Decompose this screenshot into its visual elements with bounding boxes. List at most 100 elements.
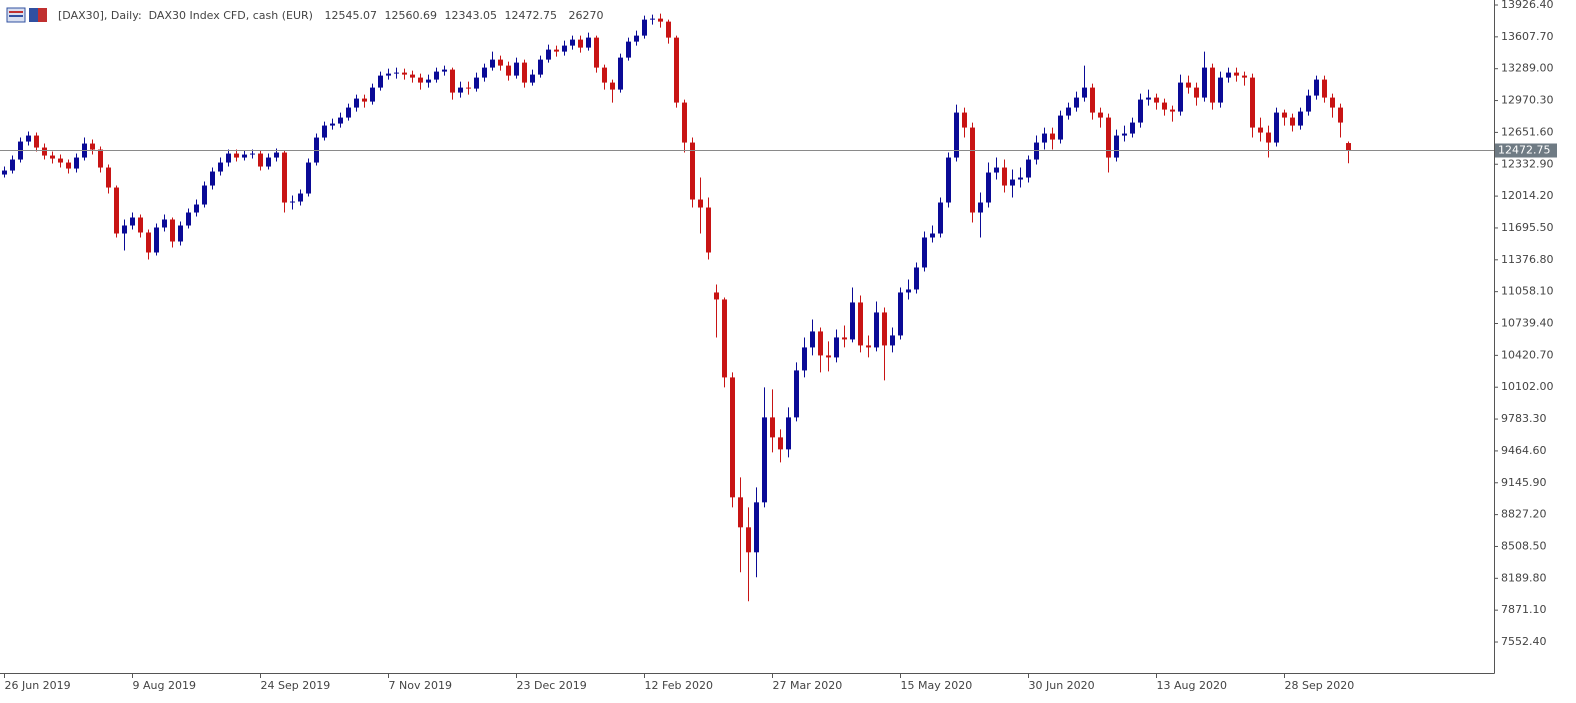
x-tick-label: 23 Dec 2019 (517, 679, 587, 692)
candle-body (890, 335, 895, 346)
candle-body (498, 59, 503, 66)
candle-body (170, 219, 175, 242)
candle-body (834, 337, 839, 358)
volume-value: 26270 (568, 9, 603, 22)
chart-header: [DAX30], Daily: DAX30 Index CFD, cash (E… (58, 9, 603, 22)
candle-body (98, 149, 103, 168)
candle-body (570, 39, 575, 46)
candle-body (346, 107, 351, 118)
candle-body (1042, 133, 1047, 143)
candle-body (58, 158, 63, 163)
candle-body (282, 152, 287, 203)
candle-body (1162, 102, 1167, 110)
candle-body (858, 302, 863, 346)
candle-body (490, 59, 495, 68)
candle-body (642, 19, 647, 36)
candle-body (802, 347, 807, 371)
y-tick-label: 12970.30 (1501, 94, 1554, 107)
candle-body (186, 212, 191, 226)
candle-body (1178, 82, 1183, 112)
candle-body (50, 155, 55, 159)
candle-body (1186, 82, 1191, 88)
candle-body (258, 153, 263, 167)
candle-body (1194, 87, 1199, 98)
candle-body (730, 377, 735, 498)
candle-body (1026, 159, 1031, 178)
candle-body (946, 157, 951, 203)
candle-body (602, 67, 607, 83)
y-tick-label: 11376.80 (1501, 253, 1554, 266)
x-tick-label: 7 Nov 2019 (389, 679, 452, 692)
candle-body (114, 187, 119, 234)
candle-body (1114, 135, 1119, 158)
candle-body (162, 219, 167, 228)
candle-body (1066, 107, 1071, 116)
candle-body (722, 299, 727, 378)
candle-body (266, 157, 271, 167)
candle-body (562, 45, 567, 52)
low-value: 12343.05 (444, 9, 497, 22)
candle-body (962, 112, 967, 128)
candle-body (138, 217, 143, 233)
candle-body (530, 74, 535, 83)
candle-body (1282, 112, 1287, 118)
candle-body (922, 237, 927, 268)
y-tick-label: 8508.50 (1501, 539, 1547, 552)
candle-body (226, 153, 231, 163)
candle-body (354, 98, 359, 108)
y-tick-label: 9783.30 (1501, 412, 1547, 425)
candle-body (1202, 67, 1207, 98)
candle-body (450, 69, 455, 93)
candle-body (690, 142, 695, 200)
candle-body (370, 87, 375, 102)
candle-body (1234, 72, 1239, 76)
candle-body (1082, 87, 1087, 98)
candle-body (754, 502, 759, 553)
candle-body (1170, 109, 1175, 112)
candle-body (1138, 99, 1143, 123)
price-label-box (1495, 143, 1557, 158)
y-tick-label: 8189.80 (1501, 571, 1547, 584)
x-tick-label: 12 Feb 2020 (645, 679, 713, 692)
candle-body (1266, 132, 1271, 143)
candle-body (738, 497, 743, 528)
candle-body (514, 62, 519, 76)
candle-body (154, 227, 159, 253)
candle-body (106, 167, 111, 188)
candles (2, 13, 1351, 602)
candle-body (1130, 122, 1135, 134)
x-tick-label: 9 Aug 2019 (133, 679, 196, 692)
candle-body (1106, 117, 1111, 158)
candle-body (914, 267, 919, 290)
candle-body (874, 312, 879, 348)
candle-body (330, 123, 335, 126)
y-tick-label: 13607.70 (1501, 30, 1554, 43)
candle-body (1074, 97, 1079, 108)
x-tick-label: 30 Jun 2020 (1029, 679, 1095, 692)
y-tick-label: 13926.40 (1501, 0, 1554, 11)
candle-body (842, 337, 847, 340)
candle-body (426, 79, 431, 83)
candle-body (794, 370, 799, 418)
candle-body (130, 217, 135, 226)
y-tick-label: 10102.00 (1501, 380, 1554, 393)
candle-body (1098, 112, 1103, 118)
candle-body (1090, 87, 1095, 113)
y-tick-label: 12651.60 (1501, 125, 1554, 138)
toolbar-icons (6, 7, 47, 23)
candle-body (650, 18, 655, 20)
candle-body (538, 59, 543, 75)
candle-body (386, 73, 391, 76)
price-label: 12472.75 (1498, 144, 1551, 157)
candle-body (418, 77, 423, 83)
candle-body (410, 74, 415, 78)
candle-body (554, 49, 559, 52)
candle-body (1018, 177, 1023, 180)
candle-body (10, 159, 15, 171)
candle-body (1010, 179, 1015, 186)
candle-body (442, 69, 447, 72)
x-tick-label: 24 Sep 2019 (261, 679, 331, 692)
candle-body (1338, 107, 1343, 123)
candle-body (674, 37, 679, 103)
